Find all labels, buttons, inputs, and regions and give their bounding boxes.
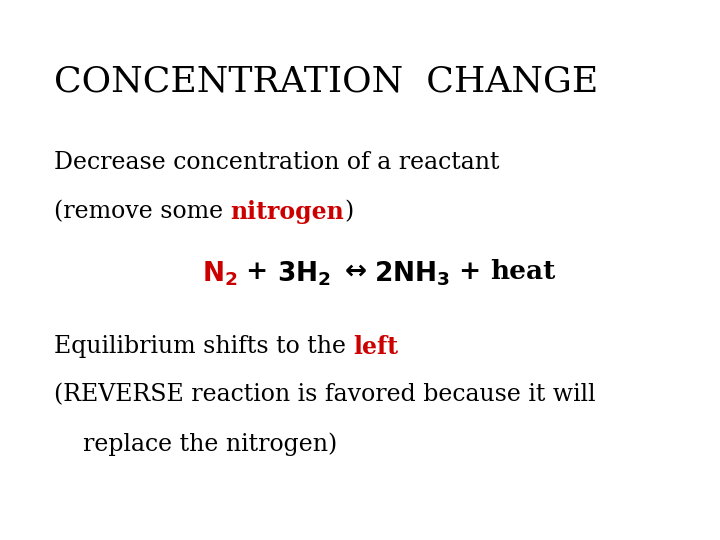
Text: $\mathbf{2NH_3}$: $\mathbf{2NH_3}$ [374,259,450,288]
Text: CONCENTRATION  CHANGE: CONCENTRATION CHANGE [54,65,598,99]
Text: (remove some: (remove some [54,200,230,223]
Text: heat: heat [490,259,556,284]
Text: $\mathbf{\leftrightarrow}$: $\mathbf{\leftrightarrow}$ [331,259,374,285]
Text: $\mathbf{N_2}$: $\mathbf{N_2}$ [202,259,237,288]
Text: $\mathbf{3H_2}$: $\mathbf{3H_2}$ [277,259,331,288]
Text: replace the nitrogen): replace the nitrogen) [83,432,337,456]
Text: +: + [237,259,277,284]
Text: (REVERSE reaction is favored because it will: (REVERSE reaction is favored because it … [54,383,595,407]
Text: Equilibrium shifts to the: Equilibrium shifts to the [54,335,354,358]
Text: left: left [354,335,398,359]
Text: +: + [450,259,490,284]
Text: nitrogen: nitrogen [230,200,344,224]
Text: Decrease concentration of a reactant: Decrease concentration of a reactant [54,151,500,174]
Text: ): ) [344,200,354,223]
